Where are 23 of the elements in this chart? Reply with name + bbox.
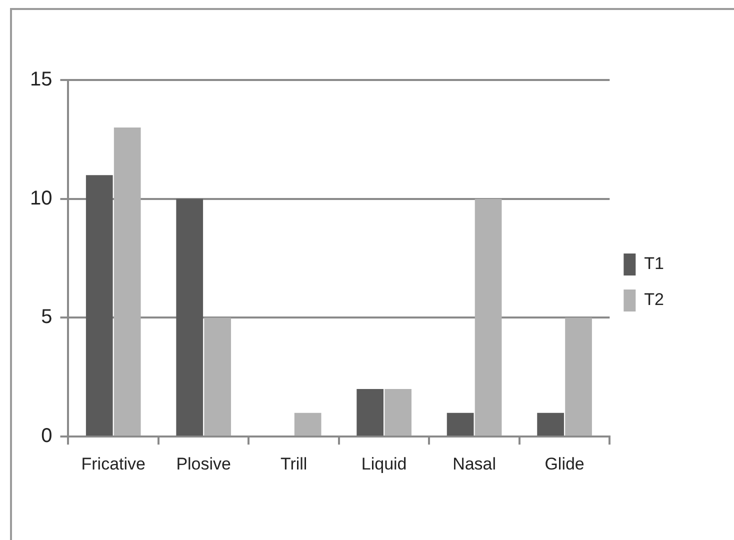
bar bbox=[384, 389, 412, 436]
x-tick-label: Plosive bbox=[176, 454, 232, 474]
legend-label: T2 bbox=[644, 290, 664, 310]
bar bbox=[446, 412, 474, 436]
x-tick-label: Nasal bbox=[452, 454, 496, 474]
x-tick-label: Glide bbox=[544, 454, 584, 474]
bar bbox=[204, 318, 232, 436]
x-tick-label: Liquid bbox=[361, 454, 407, 474]
y-tick-label: 0 bbox=[41, 425, 52, 448]
bar bbox=[176, 198, 204, 436]
x-tick-label: Trill bbox=[280, 454, 308, 474]
y-tick-label: 15 bbox=[30, 68, 52, 91]
legend-label: T1 bbox=[644, 254, 664, 274]
bar bbox=[86, 175, 113, 436]
y-tick-label: 5 bbox=[41, 306, 52, 328]
bar bbox=[474, 198, 502, 436]
y-tick-label: 10 bbox=[30, 187, 52, 210]
bar bbox=[294, 412, 322, 436]
x-tick-label: Fricative bbox=[81, 454, 146, 474]
bar bbox=[356, 389, 384, 436]
bar bbox=[114, 128, 141, 436]
bar bbox=[537, 412, 564, 436]
bar bbox=[565, 318, 592, 436]
